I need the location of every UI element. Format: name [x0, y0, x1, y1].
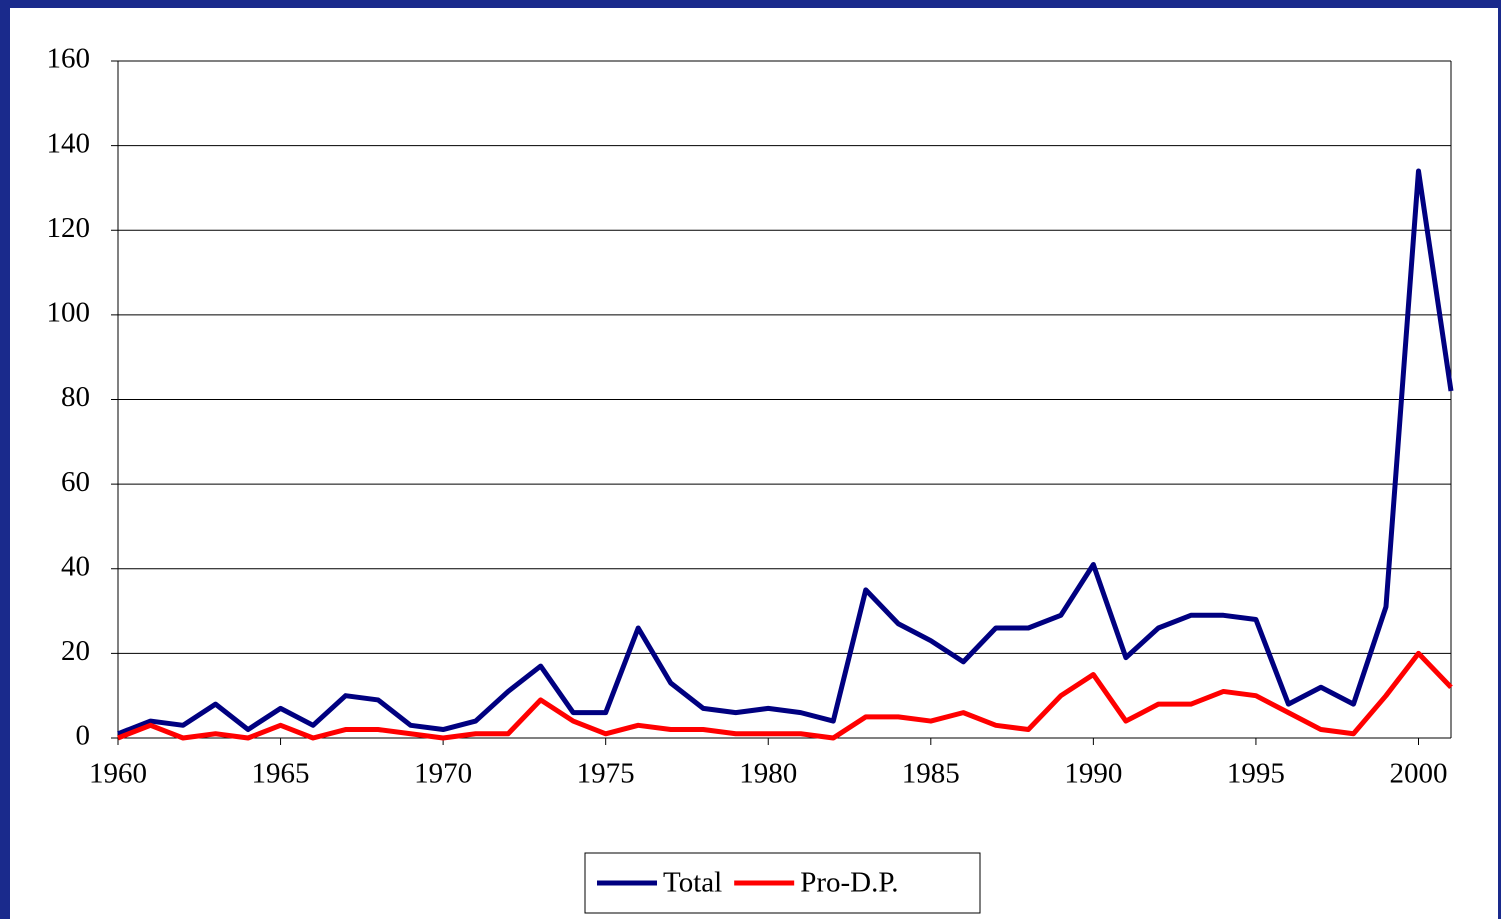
y-tick-label: 20: [61, 635, 90, 667]
series-line: [117, 650, 1453, 741]
y-tick-label: 40: [61, 550, 90, 582]
x-tick-label: 1985: [902, 758, 960, 790]
y-tick-label: 80: [61, 381, 90, 413]
x-tick-label: 1960: [89, 758, 147, 790]
y-tick-label: 140: [47, 127, 91, 159]
y-tick-label: 100: [47, 297, 91, 329]
y-tick-label: 120: [47, 212, 91, 244]
y-tick-label: 0: [76, 720, 91, 752]
y-tick-label: 160: [47, 43, 91, 75]
frame: [10, 8, 1498, 919]
x-tick-label: 1995: [1227, 758, 1285, 790]
x-tick-label: 1965: [252, 758, 310, 790]
x-tick-label: 1980: [739, 758, 797, 790]
x-tick-label: 1970: [414, 758, 472, 790]
legend-label: Total: [663, 867, 722, 899]
x-tick-label: 1990: [1064, 758, 1122, 790]
x-tick-label: 1975: [577, 758, 635, 790]
series-line: [117, 168, 1454, 737]
y-tick-label: 60: [61, 466, 90, 498]
legend-label: Pro-D.P.: [800, 867, 898, 899]
x-tick-label: 2000: [1389, 758, 1447, 790]
